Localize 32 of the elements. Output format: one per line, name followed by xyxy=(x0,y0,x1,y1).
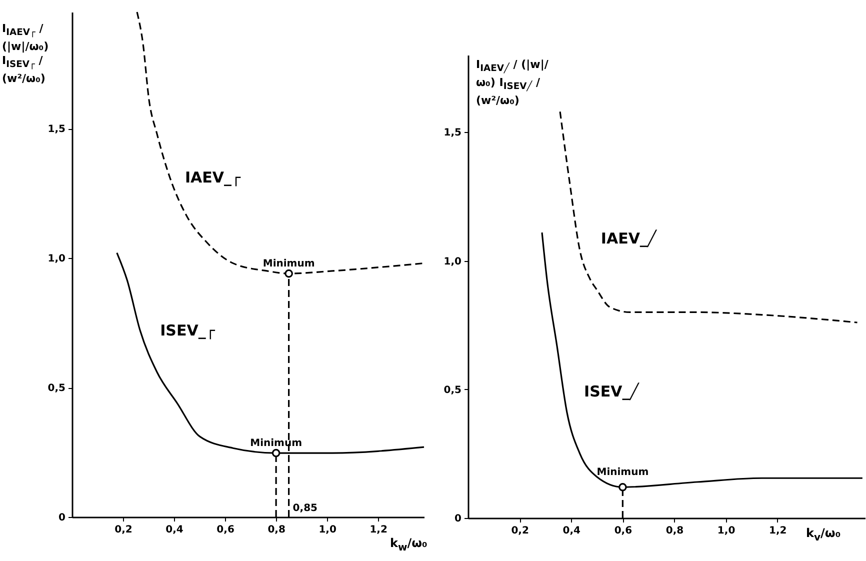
annotation: 0,85 xyxy=(292,503,318,514)
x-tick-label: 1,0 xyxy=(318,524,336,536)
annotation: Minimum xyxy=(262,258,315,270)
x-tick-label: 0,8 xyxy=(268,524,286,536)
series-label: ISEV_╱ xyxy=(584,382,640,401)
y-tick-label: 1,0 xyxy=(444,256,462,268)
x-tick-label: 1,2 xyxy=(768,526,787,536)
series-label: IAEV_┌ xyxy=(184,168,242,187)
y-tick-label: 0,5 xyxy=(48,383,66,394)
annotation: Minimum xyxy=(250,438,302,450)
x-tick-label: 1,0 xyxy=(717,526,736,536)
series-label: ISEV_┌ xyxy=(160,322,216,340)
x-tick-label: 0,6 xyxy=(216,524,234,536)
y-tick-label: 0 xyxy=(454,514,462,524)
y-axis-title: I$_{IAEV┌}$ / (|w|/ω₀) I$_{ISEV┌}$ / (w²/ω₀) xyxy=(2,22,50,86)
y-tick-label: 0 xyxy=(58,512,66,524)
x-tick-label: 0,2 xyxy=(114,524,132,536)
x-tick-label: 0,2 xyxy=(511,526,529,536)
x-tick-label: 1,2 xyxy=(370,524,388,536)
y-tick-label: 1,0 xyxy=(48,254,66,265)
y-tick-label: 1,5 xyxy=(48,124,66,136)
x-axis-title: k$_{w}$/ω₀ xyxy=(390,536,428,554)
annotation: Minimum xyxy=(596,467,649,478)
text: I$_{IAEV╱}$ / (|w|/ω₀) I$_{ISEV╱}$ / (w²/ω₀) xyxy=(476,58,548,108)
series-label: IAEV_╱ xyxy=(600,229,658,248)
y-tick-label: 1,5 xyxy=(444,128,462,139)
x-axis-title: k$_{v}$/ω₀ xyxy=(806,526,841,544)
x-tick-label: 0,4 xyxy=(166,524,184,536)
y-tick-label: 0,5 xyxy=(444,384,462,396)
x-tick-label: 0,4 xyxy=(562,526,581,536)
x-tick-label: 0,6 xyxy=(614,526,632,536)
x-tick-label: 0,8 xyxy=(666,526,684,536)
